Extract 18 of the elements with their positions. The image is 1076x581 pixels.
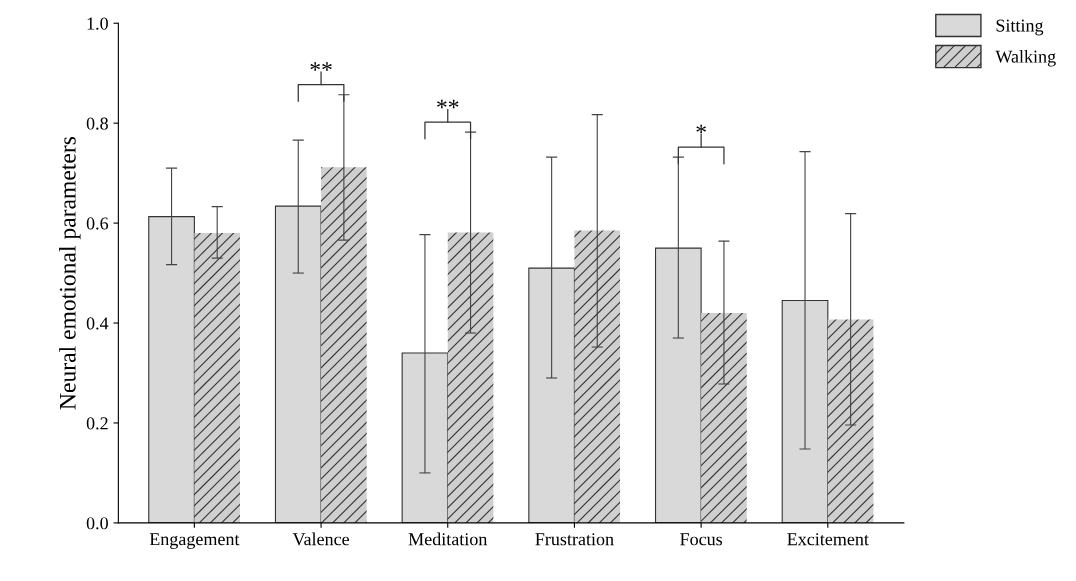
y-tick-label: 0.4 [86,317,109,330]
annotation: * [696,124,706,134]
x-tick-label: Focus [680,533,723,546]
x-tick-label: Valence [292,532,349,546]
y-tick-label: 0.2 [86,417,108,430]
y-tick-label: 0.0 [86,517,108,530]
y-tick-label: 1.0 [87,17,108,30]
legend-label: Walking [995,50,1056,67]
legend-label: Sitting [996,19,1044,36]
y-tick-label: 0.8 [86,117,108,130]
x-tick-label: Excitement [787,533,869,546]
x-tick-label: Meditation [408,532,488,546]
y-axis-title: Neural emotional parameters [59,136,81,410]
annotation: ** [437,99,459,109]
x-tick-label: Engagement [149,533,240,549]
annotation: ** [310,62,332,71]
x-tick-label: Frustration [535,533,614,546]
y-tick-label: 0.6 [86,217,109,230]
